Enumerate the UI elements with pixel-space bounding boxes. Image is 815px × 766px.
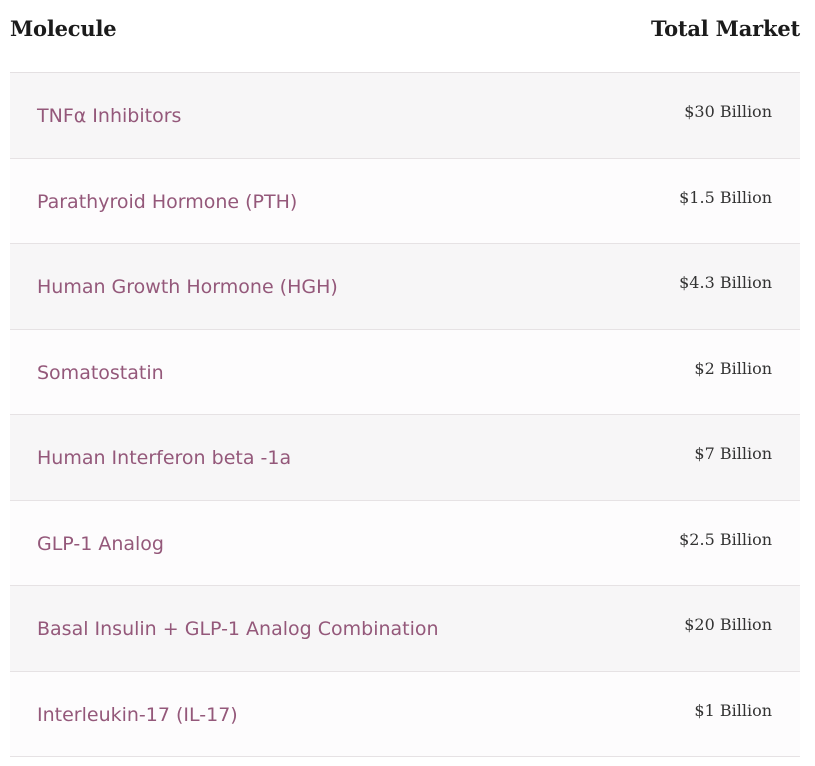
table-row: Somatostatin $2 Billion: [10, 329, 800, 415]
molecule-name-cell: Interleukin-17 (IL-17): [37, 703, 238, 726]
table-row: GLP-1 Analog $2.5 Billion: [10, 500, 800, 586]
table-row: Interleukin-17 (IL-17) $1 Billion: [10, 671, 800, 757]
table-row: Human Growth Hormone (HGH) $4.3 Billion: [10, 244, 800, 330]
molecule-name-cell: Parathyroid Hormone (PTH): [37, 190, 298, 213]
market-table: Molecule Total Market TNFα Inhibitors $3…: [10, 0, 800, 757]
table-row: Parathyroid Hormone (PTH) $1.5 Billion: [10, 158, 800, 244]
molecule-name-cell: Somatostatin: [37, 361, 164, 384]
total-market-cell: $30 Billion: [684, 102, 772, 122]
total-market-cell: $2.5 Billion: [679, 529, 772, 549]
table-row: TNFα Inhibitors $30 Billion: [10, 73, 800, 159]
column-header-molecule: Molecule: [10, 16, 117, 41]
table-row: Human Interferon beta -1a $7 Billion: [10, 415, 800, 501]
total-market-cell: $4.3 Billion: [679, 273, 772, 293]
molecule-name-cell: Human Growth Hormone (HGH): [37, 276, 338, 299]
molecule-name-cell: TNFα Inhibitors: [37, 105, 182, 128]
molecule-name-cell: Human Interferon beta -1a: [37, 447, 292, 470]
molecule-name-cell: Basal Insulin + GLP-1 Analog Combination: [37, 618, 439, 641]
total-market-cell: $1 Billion: [694, 700, 772, 720]
molecule-name-cell: GLP-1 Analog: [37, 532, 164, 555]
total-market-cell: $20 Billion: [684, 615, 772, 635]
total-market-cell: $7 Billion: [694, 444, 772, 464]
total-market-cell: $1.5 Billion: [679, 187, 772, 207]
column-header-total-market: Total Market: [651, 16, 800, 41]
table-header-row: Molecule Total Market: [10, 0, 800, 73]
total-market-cell: $2 Billion: [694, 358, 772, 378]
table-row: Basal Insulin + GLP-1 Analog Combination…: [10, 586, 800, 672]
